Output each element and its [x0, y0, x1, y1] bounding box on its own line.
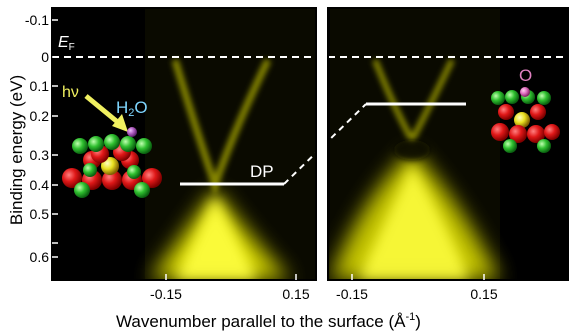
x-tick-label: -0.15 — [150, 286, 182, 302]
y-tick-label: 0.5 — [30, 206, 50, 222]
y-tick-label: 0.6 — [30, 249, 50, 265]
left-crystal-model — [62, 127, 162, 198]
right-band-structure — [330, 8, 500, 280]
y-tick-label: 0 — [41, 49, 49, 65]
y-tick-label: 0.4 — [30, 177, 50, 193]
y-tick-labels: -0.1 0 0.1 0.2 0.3 0.4 0.5 0.6 — [25, 12, 49, 265]
x-tick-label: 0.15 — [470, 286, 497, 302]
x-tick-label: -0.15 — [336, 286, 368, 302]
y-tick-label: -0.1 — [25, 12, 49, 28]
oxygen-label: O — [519, 66, 532, 85]
y-tick-label: 0.3 — [30, 147, 50, 163]
water-label: H2O — [116, 98, 148, 119]
x-tick-labels: -0.15 0.15 -0.15 0.15 — [150, 286, 498, 302]
y-axis-title: Binding energy (eV) — [7, 75, 26, 225]
right-panel-frame — [327, 7, 569, 281]
fermi-level-label: EF — [58, 34, 75, 53]
y-tick-label: 0.2 — [30, 108, 50, 124]
left-panel-frame — [51, 7, 317, 281]
photon-label: hν — [62, 84, 79, 101]
right-crystal-model — [491, 87, 560, 153]
left-band-structure — [145, 8, 316, 280]
photon-arrowhead — [112, 114, 128, 132]
x-tick-label: 0.15 — [282, 286, 309, 302]
y-axis — [52, 19, 58, 258]
photon-arrow — [84, 94, 122, 126]
x-axis-ticks — [165, 274, 485, 280]
x-axis-title: Wavenumber parallel to the surface (Å-1) — [116, 311, 421, 331]
y-tick-label: 0.1 — [30, 78, 50, 94]
dirac-point-label: DP — [250, 162, 274, 181]
dirac-point-connector — [283, 103, 367, 185]
